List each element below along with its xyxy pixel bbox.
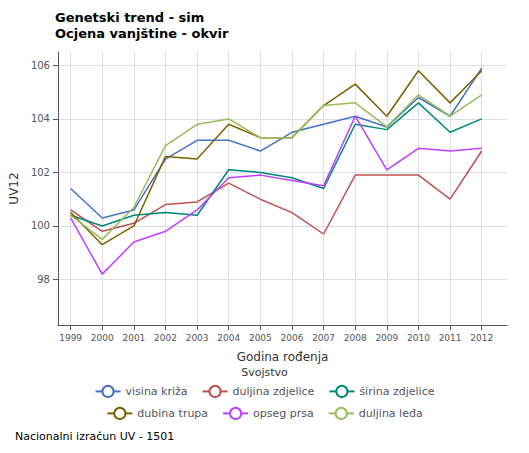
svg-text:duljina leđa: duljina leđa [359,407,423,420]
svg-text:Nacionalni izračun UV - 1501: Nacionalni izračun UV - 1501 [15,430,174,443]
svg-text:2007: 2007 [312,333,335,343]
svg-text:Ocjena vanjštine - okvir: Ocjena vanjštine - okvir [55,26,229,41]
svg-text:104: 104 [31,113,50,124]
svg-text:opseg prsa: opseg prsa [253,407,314,420]
svg-text:98: 98 [37,274,50,285]
svg-text:2005: 2005 [249,333,272,343]
svg-text:duljina zdjelice: duljina zdjelice [233,385,315,398]
svg-text:1999: 1999 [59,333,82,343]
svg-text:2011: 2011 [439,333,462,343]
svg-text:UV12: UV12 [7,172,21,204]
svg-text:Svojstvo: Svojstvo [241,366,288,379]
svg-text:Genetski trend - sim: Genetski trend - sim [55,10,204,25]
svg-text:2002: 2002 [154,333,177,343]
svg-text:2012: 2012 [470,333,493,343]
svg-text:2009: 2009 [375,333,398,343]
svg-text:dubina trupa: dubina trupa [137,407,208,420]
svg-text:širina zdjelice: širina zdjelice [359,385,434,398]
svg-text:visina križa: visina križa [126,385,188,398]
svg-text:2006: 2006 [281,333,304,343]
svg-text:100: 100 [31,220,50,231]
svg-text:2008: 2008 [344,333,367,343]
svg-text:102: 102 [31,167,50,178]
svg-text:Godina rođenja: Godina rođenja [237,350,329,364]
svg-text:2000: 2000 [91,333,114,343]
svg-text:2003: 2003 [186,333,209,343]
svg-text:106: 106 [31,60,50,71]
svg-text:2004: 2004 [217,333,240,343]
svg-text:2001: 2001 [122,333,145,343]
svg-text:2010: 2010 [407,333,430,343]
